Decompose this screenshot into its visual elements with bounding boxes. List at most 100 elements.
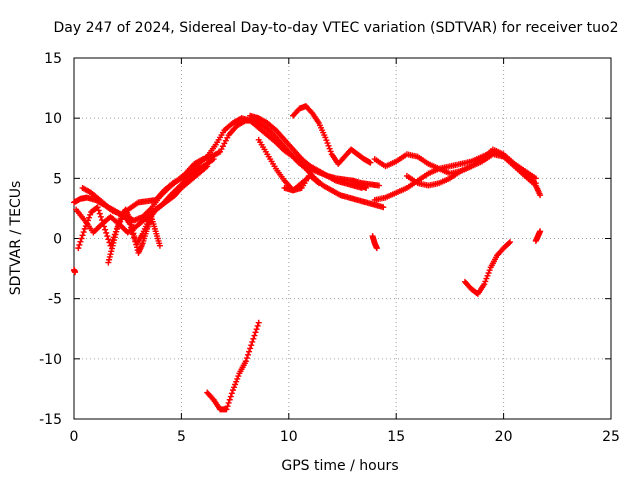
chart-title: Day 247 of 2024, Sidereal Day-to-day VTE… xyxy=(53,20,618,36)
series-arc-m xyxy=(403,146,544,199)
data-series xyxy=(71,103,544,413)
data-point xyxy=(113,228,120,235)
series-arc-h xyxy=(247,112,365,191)
data-point xyxy=(537,228,544,235)
data-point xyxy=(111,234,118,241)
data-point xyxy=(376,182,383,189)
data-point xyxy=(133,241,140,248)
data-point xyxy=(75,245,82,252)
axis-ticks: 0 5 10 15 20 25 -15 -10 -5 0 5 10 15 xyxy=(39,51,620,445)
data-point xyxy=(156,242,163,249)
data-point xyxy=(80,229,87,236)
data-point xyxy=(130,230,137,237)
data-point xyxy=(235,373,242,380)
data-point xyxy=(104,233,111,240)
data-point xyxy=(83,220,90,227)
data-point xyxy=(249,338,256,345)
data-point xyxy=(507,239,514,246)
data-point xyxy=(77,238,84,245)
data-point xyxy=(250,335,257,342)
series-arc-o xyxy=(369,233,380,252)
data-point xyxy=(98,217,105,224)
data-point xyxy=(111,237,118,244)
data-point xyxy=(97,213,104,220)
data-point xyxy=(483,275,490,282)
data-point xyxy=(380,204,387,211)
series-arc-f xyxy=(71,266,79,276)
data-point xyxy=(87,211,94,218)
data-point xyxy=(128,221,135,228)
data-point xyxy=(105,259,112,266)
data-point xyxy=(86,214,93,221)
data-point xyxy=(101,223,108,230)
data-point xyxy=(233,378,240,385)
data-point xyxy=(81,225,88,232)
data-point xyxy=(210,156,217,163)
series-arc-p xyxy=(461,239,514,297)
data-point xyxy=(96,210,103,217)
data-point xyxy=(229,387,236,394)
y-tick-label: -10 xyxy=(39,352,62,368)
data-point xyxy=(131,233,138,240)
data-point xyxy=(484,272,491,279)
data-point xyxy=(128,224,135,231)
data-point xyxy=(110,239,117,246)
data-point xyxy=(227,393,234,400)
data-point xyxy=(327,148,334,155)
data-point xyxy=(72,269,79,276)
data-point xyxy=(243,355,250,362)
data-point xyxy=(325,142,332,149)
data-point xyxy=(481,281,488,288)
data-point xyxy=(106,253,113,260)
data-point xyxy=(223,406,230,413)
data-point xyxy=(204,163,211,170)
data-point xyxy=(373,245,380,252)
data-point xyxy=(99,220,106,227)
data-point xyxy=(106,256,113,263)
data-point xyxy=(242,358,249,365)
data-point xyxy=(94,204,101,211)
data-point xyxy=(324,140,331,147)
y-tick-label: 15 xyxy=(44,51,62,67)
series-arc-a xyxy=(71,115,383,218)
data-point xyxy=(102,226,109,233)
data-point xyxy=(254,322,261,329)
data-point xyxy=(103,229,110,236)
data-point xyxy=(367,159,374,166)
data-point xyxy=(231,384,238,391)
data-point xyxy=(126,216,133,223)
data-point xyxy=(108,248,115,255)
data-point xyxy=(251,332,258,339)
data-point xyxy=(76,241,83,248)
data-point xyxy=(132,238,139,245)
data-point xyxy=(84,217,91,224)
series-arc-n xyxy=(350,177,370,191)
data-point xyxy=(322,134,329,141)
series-arc-j xyxy=(281,172,322,194)
grid xyxy=(74,58,611,419)
y-tick-label: 10 xyxy=(44,111,62,127)
x-tick-label: 25 xyxy=(602,429,620,445)
data-point xyxy=(234,375,241,382)
data-point xyxy=(107,251,114,258)
data-point xyxy=(248,342,255,349)
data-point xyxy=(482,278,489,285)
data-point xyxy=(255,319,262,326)
y-axis-label: SDTVAR / TECUs xyxy=(8,181,24,296)
data-point xyxy=(253,326,260,333)
y-tick-label: -5 xyxy=(48,292,62,308)
data-point xyxy=(537,192,544,199)
data-point xyxy=(131,235,138,242)
data-point xyxy=(82,223,89,230)
data-point xyxy=(129,227,136,234)
data-point xyxy=(244,351,251,358)
series-arc-b xyxy=(79,117,387,224)
x-tick-label: 5 xyxy=(177,429,186,445)
x-axis-label: GPS time / hours xyxy=(281,458,398,474)
data-point xyxy=(112,231,119,238)
data-point xyxy=(247,345,254,352)
x-tick-label: 20 xyxy=(495,429,513,445)
data-point xyxy=(127,219,134,226)
data-point xyxy=(109,242,116,249)
